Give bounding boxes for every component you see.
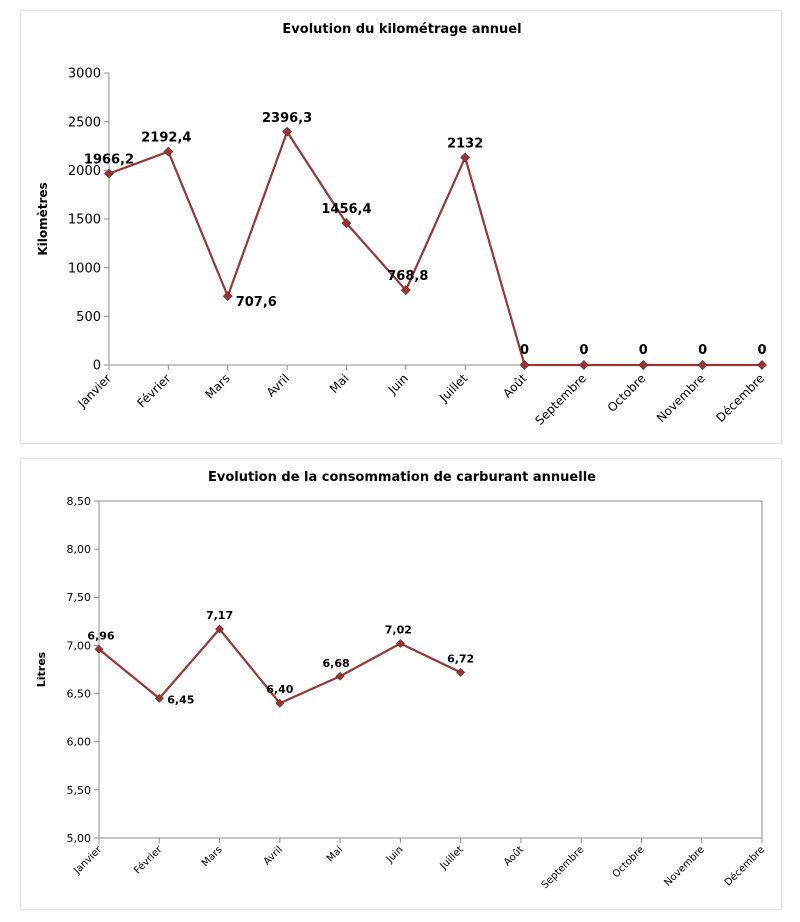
y-tick-label: 5,50 <box>67 784 92 797</box>
data-label: 7,02 <box>385 624 412 637</box>
x-tick-label: Mai <box>325 844 345 864</box>
data-point <box>104 168 114 179</box>
x-tick-label: Mai <box>327 371 352 396</box>
series-line <box>108 130 762 367</box>
data-label: 6,45 <box>167 693 194 706</box>
data-label: 1456,4 <box>321 202 371 217</box>
plot-frame <box>98 500 763 839</box>
chart-panel-kilometrage: Evolution du kilométrage annuel Kilomètre… <box>20 10 782 444</box>
data-point <box>400 285 411 296</box>
y-tick-label: 7,50 <box>67 591 92 604</box>
data-label: 0 <box>757 343 766 358</box>
data-label: 768,8 <box>387 269 428 284</box>
data-label: 2132 <box>447 136 483 151</box>
chart-kilometrage: Evolution du kilométrage annuel Kilomètre… <box>36 22 767 428</box>
y-tick-label: 5,00 <box>67 832 92 845</box>
data-label: 6,40 <box>266 683 293 696</box>
data-point <box>222 291 233 302</box>
chart-consommation: Evolution de la consommation de carburan… <box>35 470 767 891</box>
data-point <box>395 639 405 648</box>
y-axis-label: Kilomètres <box>36 182 50 255</box>
y-tick-label: 1500 <box>68 213 101 228</box>
data-label: 1966,2 <box>84 153 134 168</box>
x-tick-label: Février <box>132 843 165 876</box>
x-tick-label: Novembre <box>662 844 706 888</box>
x-tick-label: Juin <box>385 371 411 397</box>
data-label: 707,6 <box>236 295 277 310</box>
data-point <box>215 624 224 634</box>
data-point <box>341 218 352 229</box>
x-tick-label: Décembre <box>722 844 767 889</box>
x-tick-label: Juillet <box>438 844 466 872</box>
axes <box>94 500 763 843</box>
data-point <box>638 360 649 370</box>
y-tick-label: 7,00 <box>67 639 92 652</box>
y-axis-label: Litres <box>35 651 48 687</box>
x-tick-label: Avril <box>264 371 292 399</box>
x-tick-label: Janvier <box>71 844 104 877</box>
y-tick-label: 2000 <box>68 164 101 179</box>
x-tick-label: Janvier <box>74 371 114 411</box>
x-tick-label: Août <box>500 371 530 401</box>
data-point <box>697 360 708 370</box>
x-tick-label: Octobre <box>605 371 649 415</box>
data-point <box>578 360 589 370</box>
data-label: 0 <box>579 343 588 358</box>
x-tick-label: Novembre <box>654 371 708 425</box>
y-tick-label: 6,50 <box>67 688 92 701</box>
data-label: 2192,4 <box>141 131 191 146</box>
y-tick-label: 500 <box>76 310 101 325</box>
x-tick-label: Juin <box>384 844 406 866</box>
y-tick-label: 8,00 <box>67 543 92 556</box>
x-tick-label: Décembre <box>713 371 767 425</box>
data-point <box>519 360 530 370</box>
data-label: 7,17 <box>206 609 233 622</box>
data-label: 0 <box>639 343 648 358</box>
y-tick-label: 8,50 <box>67 495 92 508</box>
data-point <box>460 152 471 163</box>
data-point <box>163 146 174 157</box>
x-tick-label: Octobre <box>611 844 647 880</box>
y-tick-label: 0 <box>93 359 101 374</box>
data-point <box>275 698 285 708</box>
data-label: 6,96 <box>87 629 114 642</box>
data-label: 2396,3 <box>262 111 312 126</box>
x-tick-label: Février <box>134 371 173 410</box>
x-tick-label: Septembre <box>532 371 589 428</box>
y-tick-label: 1000 <box>68 261 101 276</box>
x-tick-label: Août <box>501 844 526 869</box>
data-point <box>154 693 164 703</box>
chart-panel-consommation: Evolution de la consommation de carburan… <box>20 458 782 910</box>
data-label: 6,72 <box>447 652 474 665</box>
x-tick-label: Mars <box>203 371 233 401</box>
y-tick-label: 6,00 <box>67 736 92 749</box>
data-point <box>94 644 104 654</box>
y-tick-label: 2500 <box>68 115 101 130</box>
data-label: 0 <box>698 343 707 358</box>
x-tick-label: Juillet <box>436 371 470 405</box>
data-point <box>456 667 466 677</box>
axes <box>104 72 763 370</box>
x-tick-label: Septembre <box>540 844 587 891</box>
data-label: 0 <box>520 343 529 358</box>
y-tick-label: 3000 <box>68 67 101 82</box>
data-point <box>335 671 345 681</box>
data-point <box>757 360 767 370</box>
x-tick-label: Mars <box>200 844 225 869</box>
chart-title: Evolution de la consommation de carburan… <box>208 470 596 485</box>
x-tick-label: Avril <box>262 844 285 867</box>
data-label: 6,68 <box>323 657 350 670</box>
chart-title: Evolution du kilométrage annuel <box>282 22 521 37</box>
data-point <box>282 126 293 137</box>
